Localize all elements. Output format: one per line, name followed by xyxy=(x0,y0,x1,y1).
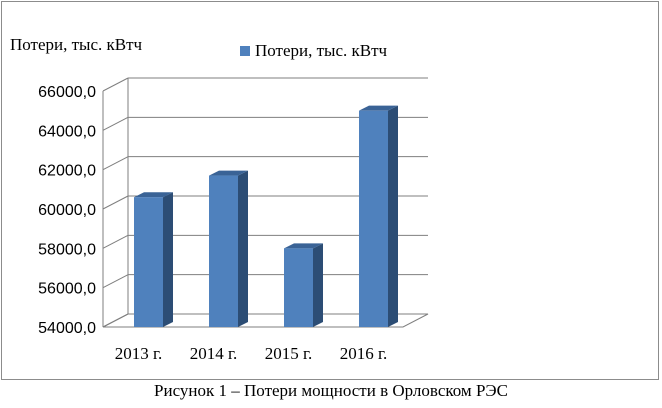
bar-side xyxy=(163,192,173,327)
bar-side xyxy=(313,243,323,327)
legend-swatch xyxy=(240,46,250,56)
bar xyxy=(134,197,163,327)
y-tick-label: 62000,0 xyxy=(38,163,96,180)
bar xyxy=(209,175,238,327)
legend: Потери, тыс. кВтч xyxy=(240,41,387,61)
gridline-side-3 xyxy=(102,195,129,210)
gridline-side-2 xyxy=(102,234,129,249)
gridline-side-4 xyxy=(102,156,129,171)
x-tick-label: 2015 г. xyxy=(265,344,313,363)
bar-top xyxy=(284,243,323,249)
gridline-side-6 xyxy=(102,77,129,92)
x-tick-label: 2014 г. xyxy=(190,344,238,363)
y-tick-label: 58000,0 xyxy=(38,241,96,258)
bar xyxy=(359,110,388,328)
y-tick-label: 54000,0 xyxy=(38,320,96,337)
bar-top xyxy=(134,192,173,198)
bar-side xyxy=(238,170,248,327)
y-axis-title: Потери, тыс. кВтч xyxy=(10,35,143,54)
bar-side xyxy=(388,105,398,328)
y-tick-label: 64000,0 xyxy=(38,123,96,140)
bar-top xyxy=(359,105,398,111)
y-tick-label: 56000,0 xyxy=(38,281,96,298)
x-tick-label: 2013 г. xyxy=(115,344,163,363)
legend-label: Потери, тыс. кВтч xyxy=(255,41,388,60)
y-tick-label: 60000,0 xyxy=(38,202,96,219)
x-tick-label: 2016 г. xyxy=(340,344,388,363)
figure-caption: Рисунок 1 – Потери мощности в Орловском … xyxy=(154,381,508,400)
gridline-side-5 xyxy=(102,116,129,131)
gridline-side-1 xyxy=(102,274,129,289)
bar-chart: 54000,0 56000,0 58000,0 60000,0 62000,0 64000… xyxy=(38,77,429,363)
chart-frame: Потери, тыс. кВтч Потери, тыс. кВтч xyxy=(1,1,659,380)
y-tick-label: 66000,0 xyxy=(38,84,96,101)
bar xyxy=(284,248,313,327)
bar-top xyxy=(209,170,248,176)
